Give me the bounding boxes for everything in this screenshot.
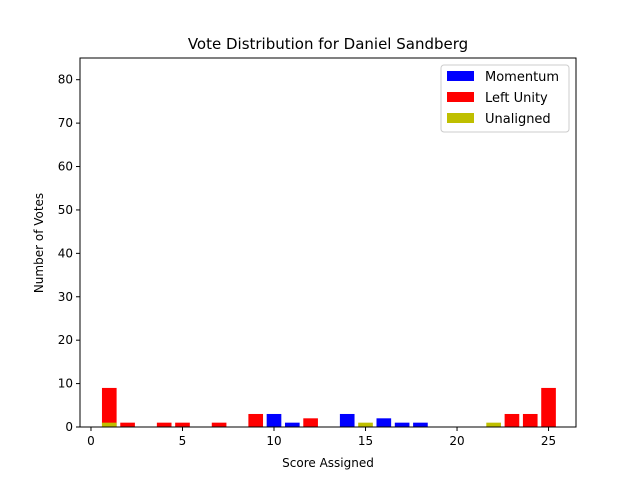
legend-label: Left Unity <box>485 91 548 106</box>
legend-swatch <box>447 92 474 102</box>
y-ticks: 0 10 20 30 40 50 60 70 80 <box>58 73 80 434</box>
bar-left-unity-3 <box>175 422 190 427</box>
bar-left-unity-0 <box>101 387 117 427</box>
legend: Momentum Left Unity Unaligned <box>440 64 570 133</box>
legend-label: Momentum <box>485 70 559 85</box>
y-tick-label: 10 <box>58 377 73 391</box>
x-tick-label: 0 <box>87 434 95 448</box>
bar-momentum-1 <box>284 422 300 427</box>
bar-left-unity-7 <box>504 413 520 427</box>
bar-unaligned-0 <box>101 422 117 427</box>
x-tick-label: 20 <box>449 434 464 448</box>
y-tick-label: 60 <box>58 160 73 174</box>
bar-momentum-2 <box>339 413 355 427</box>
bars-group <box>101 387 556 427</box>
bar-left-unity-2 <box>156 422 172 427</box>
bar-momentum-4 <box>394 422 410 427</box>
y-tick-label: 40 <box>58 246 73 260</box>
y-tick-label: 20 <box>58 333 73 347</box>
x-ticks: 0 5 10 15 20 25 <box>87 427 556 448</box>
y-tick-label: 80 <box>58 73 73 87</box>
legend-swatch <box>447 71 474 81</box>
plot-frame <box>79 57 577 428</box>
y-tick-label: 50 <box>58 203 73 217</box>
x-tick-label: 10 <box>266 434 281 448</box>
bar-left-unity-8 <box>522 413 538 427</box>
bar-momentum-3 <box>376 418 392 427</box>
x-tick-label: 25 <box>541 434 556 448</box>
chart-title: Vote Distribution for Daniel Sandberg <box>188 35 468 53</box>
bar-momentum-5 <box>413 422 428 427</box>
legend-label: Unaligned <box>485 112 551 127</box>
x-axis-label: Score Assigned <box>282 456 374 470</box>
bar-unaligned-1 <box>358 422 373 427</box>
bar-left-unity-9 <box>541 387 556 427</box>
bar-momentum-0 <box>266 413 282 427</box>
x-tick-label: 5 <box>179 434 187 448</box>
x-tick-label: 15 <box>358 434 373 448</box>
y-tick-label: 70 <box>58 116 73 130</box>
legend-swatch <box>447 113 474 123</box>
y-tick-label: 30 <box>58 290 73 304</box>
y-tick-label: 0 <box>65 420 73 434</box>
bar-left-unity-5 <box>248 413 264 427</box>
y-axis-label: Number of Votes <box>32 193 46 293</box>
bar-left-unity-6 <box>303 418 318 427</box>
bar-left-unity-1 <box>120 422 135 427</box>
bar-left-unity-4 <box>211 422 227 427</box>
bar-unaligned-2 <box>486 422 501 427</box>
